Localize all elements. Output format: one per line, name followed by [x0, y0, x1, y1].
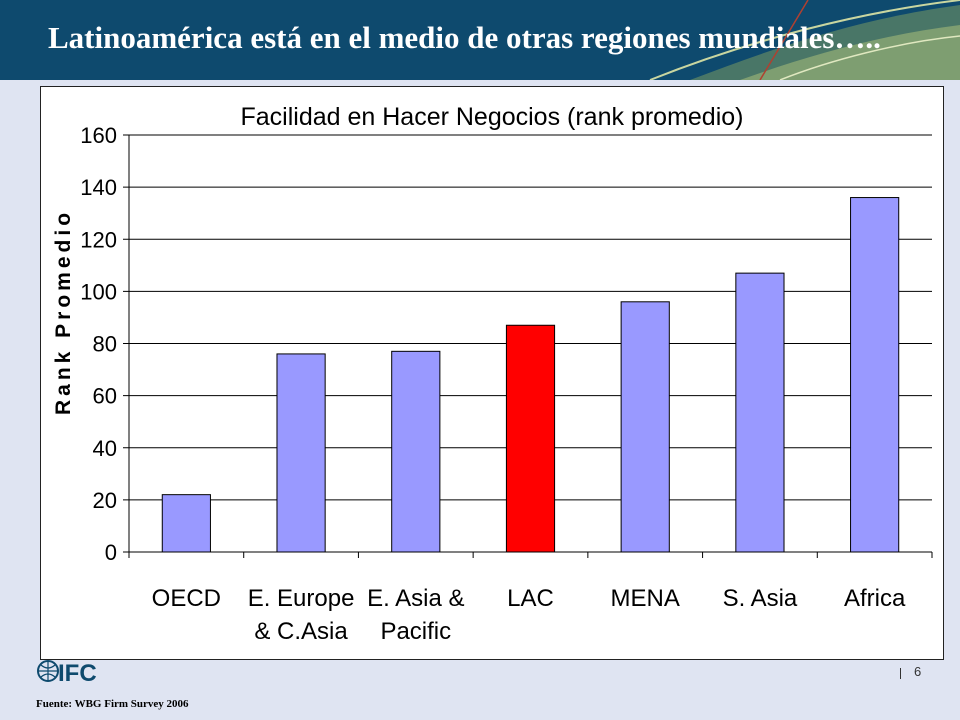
y-tick-label: 100 [80, 279, 117, 304]
y-axis-label: Rank Promedio [52, 209, 75, 415]
y-tick-label: 40 [93, 436, 117, 461]
slide-number-divider [900, 668, 901, 679]
x-tick-label: OECD [152, 585, 221, 612]
y-tick-labels: 0 20 40 60 80 100 120 140 160 [80, 123, 117, 565]
x-tick-label: & C.Asia [254, 618, 348, 645]
bar [735, 272, 785, 553]
banner-decoration [649, 0, 960, 80]
x-tick-label: E. Europe [248, 585, 355, 612]
bar [505, 324, 556, 553]
x-tick-label: E. Asia & [367, 585, 464, 612]
bar [276, 353, 326, 553]
source-note: Fuente: WBG Firm Survey 2006 [36, 698, 189, 710]
x-tick-label: MENA [611, 585, 680, 612]
slide-title: Latinoamérica está en el medio de otras … [48, 20, 881, 55]
y-tick-label: 160 [80, 123, 117, 148]
y-tick-label: 140 [80, 175, 117, 200]
y-tick-label: 0 [105, 540, 117, 565]
title-banner: Latinoamérica está en el medio de otras … [0, 0, 960, 80]
bar [620, 301, 670, 553]
slide-number: 6 [914, 664, 922, 679]
y-tick-label: 20 [93, 488, 117, 513]
y-tick-label: 120 [80, 227, 117, 252]
axes [123, 134, 933, 558]
bar [161, 494, 211, 553]
x-tick-label: S. Asia [723, 585, 798, 612]
bars [161, 197, 900, 553]
x-tick-labels: OECD E. Europe & C.Asia E. Asia & Pacific LAC… [152, 585, 906, 645]
chart-svg: Facilidad en Hacer Negocios (rank promed… [52, 103, 933, 645]
chart-title: Facilidad en Hacer Negocios (rank promed… [240, 103, 743, 131]
x-tick-label: Africa [844, 585, 906, 612]
bar [850, 197, 900, 553]
x-tick-label: LAC [507, 585, 554, 612]
x-tick-label: Pacific [380, 618, 451, 645]
ifc-logo-text: IFC [58, 660, 97, 686]
y-tick-label: 60 [93, 384, 117, 409]
ifc-logo: IFC [37, 660, 97, 686]
bar-chart: Facilidad en Hacer Negocios (rank promed… [40, 86, 944, 660]
y-tick-label: 80 [93, 332, 117, 357]
bar [391, 350, 441, 553]
